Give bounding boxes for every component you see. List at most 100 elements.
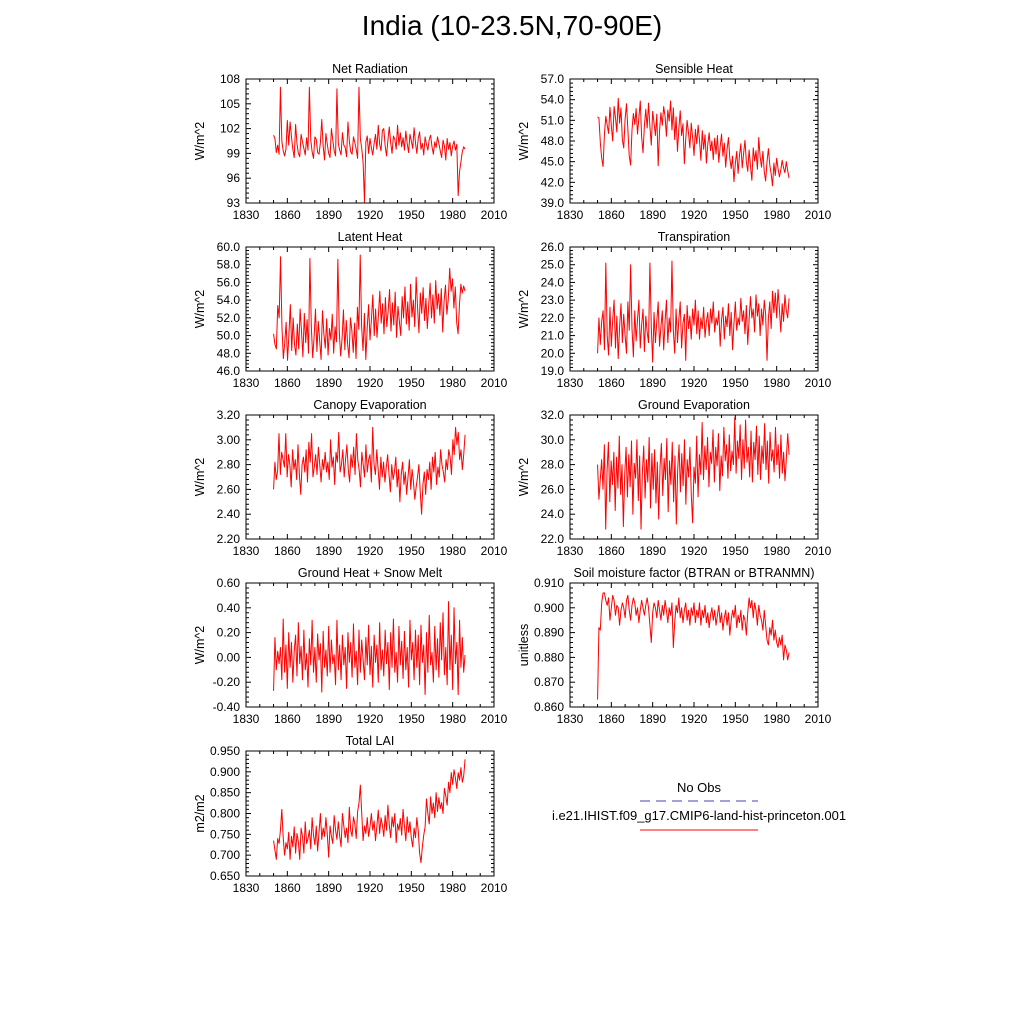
x-tick-label: 1950 — [398, 881, 425, 895]
x-tick-label: 1980 — [439, 208, 466, 222]
x-tick-label: 1920 — [357, 544, 384, 558]
panel-title: Net Radiation — [332, 62, 408, 76]
x-tick-label: 1860 — [598, 712, 625, 726]
panel-2: Latent Heat 1830 1860 1890 1920 1950 1980 2010 4… — [193, 230, 508, 390]
y-tick-label: 0.750 — [210, 827, 240, 841]
y-axis-label: W/m^2 — [517, 122, 531, 161]
y-tick-label: 0.700 — [210, 848, 240, 862]
y-tick-label: 22.0 — [541, 532, 565, 546]
y-axis-label: unitless — [517, 624, 531, 666]
x-tick-label: 1980 — [763, 376, 790, 390]
panel-title: Ground Heat + Snow Melt — [298, 566, 443, 580]
panel-1: Sensible Heat 1830 1860 1890 1920 1950 1980 201… — [517, 62, 832, 222]
x-tick-label: 1980 — [763, 544, 790, 558]
x-tick-label: 1860 — [274, 881, 301, 895]
y-tick-label: 48.0 — [217, 346, 241, 360]
x-tick-label: 2010 — [805, 712, 832, 726]
y-axis-label: W/m^2 — [517, 290, 531, 329]
panel-title: Latent Heat — [338, 230, 403, 244]
x-tick-label: 1860 — [598, 208, 625, 222]
panel-8: Total LAI 1830 1860 1890 1920 1950 1980 2010 0.6… — [193, 734, 508, 895]
x-tick-label: 1980 — [439, 881, 466, 895]
y-tick-label: 3.00 — [217, 433, 241, 447]
x-tick-label: 1950 — [722, 376, 749, 390]
y-tick-label: 0.910 — [534, 576, 564, 590]
x-tick-label: 1860 — [274, 712, 301, 726]
y-tick-label: 57.0 — [541, 72, 565, 86]
x-tick-label: 1950 — [398, 712, 425, 726]
panel-5: Ground Evaporation 1830 1860 1890 1920 1950 19… — [517, 398, 832, 558]
x-tick-label: 1950 — [722, 712, 749, 726]
y-tick-label: 39.0 — [541, 196, 565, 210]
x-tick-label: 1920 — [357, 712, 384, 726]
x-tick-label: 1980 — [439, 712, 466, 726]
y-tick-label: 26.0 — [541, 482, 565, 496]
y-tick-label: 2.80 — [217, 458, 241, 472]
y-tick-label: 22.0 — [541, 311, 565, 325]
y-axis-label: W/m^2 — [193, 122, 207, 161]
y-tick-label: 0.860 — [534, 700, 564, 714]
x-tick-label: 2010 — [805, 208, 832, 222]
panel-title: Total LAI — [346, 734, 395, 748]
y-tick-label: 99 — [227, 146, 241, 160]
x-tick-label: 1950 — [398, 376, 425, 390]
x-tick-label: 1920 — [357, 376, 384, 390]
y-tick-label: 56.0 — [217, 275, 241, 289]
x-tick-label: 1920 — [681, 376, 708, 390]
y-tick-label: 21.0 — [541, 329, 565, 343]
x-tick-label: 1980 — [439, 544, 466, 558]
x-tick-label: 1890 — [639, 376, 666, 390]
y-tick-label: 0.650 — [210, 869, 240, 883]
y-tick-label: 20.0 — [541, 346, 565, 360]
y-tick-label: 2.60 — [217, 482, 241, 496]
x-tick-label: 1980 — [763, 208, 790, 222]
panels-group: Net Radiation 1830 1860 1890 1920 1950 1980 201… — [193, 62, 832, 895]
panel-6: Ground Heat + Snow Melt 1830 1860 1890 1920 1… — [193, 566, 508, 726]
y-tick-label: 58.0 — [217, 258, 241, 272]
x-tick-label: 2010 — [805, 376, 832, 390]
x-tick-label: 1860 — [598, 544, 625, 558]
y-tick-label: 0.890 — [534, 626, 564, 640]
y-tick-label: 0.40 — [217, 601, 241, 615]
y-tick-label: 54.0 — [541, 93, 565, 107]
y-tick-label: 51.0 — [541, 113, 565, 127]
x-tick-label: 2010 — [481, 712, 508, 726]
panel-0: Net Radiation 1830 1860 1890 1920 1950 1980 201… — [193, 62, 508, 222]
y-tick-label: 46.0 — [217, 364, 241, 378]
y-tick-label: 0.900 — [210, 765, 240, 779]
x-tick-label: 1980 — [439, 376, 466, 390]
y-tick-label: 42.0 — [541, 175, 565, 189]
x-tick-label: 1830 — [557, 712, 584, 726]
x-tick-label: 1890 — [315, 544, 342, 558]
y-tick-label: -0.20 — [213, 675, 241, 689]
panel-title: Ground Evaporation — [638, 398, 750, 412]
series-line — [273, 601, 466, 696]
y-tick-label: 26.0 — [541, 240, 565, 254]
y-axis-label: W/m^2 — [517, 458, 531, 497]
x-tick-label: 1920 — [681, 544, 708, 558]
y-tick-label: 24.0 — [541, 275, 565, 289]
x-tick-label: 1980 — [763, 712, 790, 726]
x-tick-label: 2010 — [481, 376, 508, 390]
series-line — [273, 86, 466, 203]
x-tick-label: 1860 — [274, 376, 301, 390]
x-tick-label: 1950 — [398, 208, 425, 222]
y-tick-label: 0.870 — [534, 675, 564, 689]
panel-title: Soil moisture factor (BTRAN or BTRANMN) — [573, 566, 814, 580]
x-tick-label: 1920 — [357, 881, 384, 895]
y-tick-label: 105 — [220, 97, 240, 111]
panel-4: Canopy Evaporation 1830 1860 1890 1920 1950 19… — [193, 398, 508, 558]
y-tick-label: 25.0 — [541, 258, 565, 272]
x-tick-label: 1830 — [233, 881, 260, 895]
x-tick-label: 1890 — [315, 208, 342, 222]
series-line — [597, 260, 790, 363]
y-tick-label: 96 — [227, 171, 241, 185]
y-tick-label: 23.0 — [541, 293, 565, 307]
y-tick-label: 52.0 — [217, 311, 241, 325]
x-tick-label: 2010 — [481, 544, 508, 558]
panel-title: Sensible Heat — [655, 62, 733, 76]
x-tick-label: 1950 — [398, 544, 425, 558]
y-tick-label: 54.0 — [217, 293, 241, 307]
x-tick-label: 1830 — [557, 376, 584, 390]
x-tick-label: 1890 — [315, 712, 342, 726]
